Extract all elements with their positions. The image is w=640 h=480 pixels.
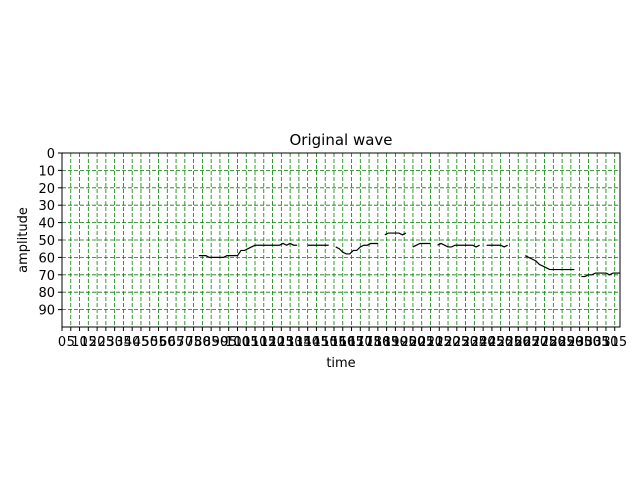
x-tick-label: 145 bbox=[304, 335, 329, 350]
x-tick-label: 190 bbox=[383, 335, 408, 350]
y-tick-label: 80 bbox=[38, 286, 55, 301]
x-tick-label: 245 bbox=[479, 335, 504, 350]
x-tick-label: 105 bbox=[234, 335, 259, 350]
x-tick-label: 205 bbox=[409, 335, 434, 350]
x-tick-label: 240 bbox=[471, 335, 496, 350]
x-tick-label: 180 bbox=[365, 335, 390, 350]
x-tick-label: 315 bbox=[602, 335, 627, 350]
x-tick-label: 280 bbox=[541, 335, 566, 350]
x-tick-label: 285 bbox=[550, 335, 575, 350]
x-tick-label: 60 bbox=[159, 335, 176, 350]
y-tick-label: 50 bbox=[38, 234, 55, 249]
x-tick-label: 55 bbox=[150, 335, 167, 350]
x-tick-label: 270 bbox=[523, 335, 548, 350]
x-tick-label: 90 bbox=[212, 335, 229, 350]
x-tick-label: 220 bbox=[436, 335, 461, 350]
x-tick-label: 140 bbox=[295, 335, 320, 350]
x-tick-label: 275 bbox=[532, 335, 557, 350]
x-tick-label: 125 bbox=[269, 335, 294, 350]
y-tick-label: 0 bbox=[47, 147, 55, 162]
x-tick-label: 20 bbox=[89, 335, 106, 350]
x-tick-label: 120 bbox=[260, 335, 285, 350]
x-tick-label: 75 bbox=[185, 335, 202, 350]
x-tick-label: 260 bbox=[506, 335, 531, 350]
x-axis-label: time bbox=[326, 356, 355, 371]
x-tick-label: 15 bbox=[80, 335, 97, 350]
y-tick-label: 60 bbox=[38, 251, 55, 266]
x-tick-label: 0 bbox=[58, 335, 66, 350]
x-tick-label: 160 bbox=[330, 335, 355, 350]
x-tick-label: 170 bbox=[348, 335, 373, 350]
y-tick-label: 40 bbox=[38, 217, 55, 232]
x-tick-label: 5 bbox=[67, 335, 75, 350]
x-tick-label: 295 bbox=[567, 335, 592, 350]
x-tick-label: 40 bbox=[124, 335, 141, 350]
x-tick-label: 225 bbox=[444, 335, 469, 350]
x-tick-label: 230 bbox=[453, 335, 478, 350]
x-tick-label: 135 bbox=[286, 335, 311, 350]
chart-title: Original wave bbox=[289, 131, 392, 149]
x-tick-label: 25 bbox=[98, 335, 115, 350]
x-tick-label: 305 bbox=[585, 335, 610, 350]
x-tick-label: 130 bbox=[278, 335, 303, 350]
x-tick-label: 65 bbox=[168, 335, 185, 350]
x-tick-label: 30 bbox=[106, 335, 123, 350]
x-tick-label: 290 bbox=[558, 335, 583, 350]
x-tick-label: 210 bbox=[418, 335, 443, 350]
x-tick-label: 150 bbox=[313, 335, 338, 350]
x-tick-label: 250 bbox=[488, 335, 513, 350]
x-tick-label: 35 bbox=[115, 335, 132, 350]
x-tick-label: 235 bbox=[462, 335, 487, 350]
plot-frame bbox=[61, 152, 621, 328]
x-tick-label: 165 bbox=[339, 335, 364, 350]
x-tick-label: 155 bbox=[322, 335, 347, 350]
x-tick-label: 95 bbox=[220, 335, 237, 350]
y-axis-label: amplitude bbox=[16, 207, 31, 273]
y-tick-label: 10 bbox=[38, 164, 55, 179]
x-tick-label: 45 bbox=[133, 335, 150, 350]
x-tick-label: 185 bbox=[374, 335, 399, 350]
line bbox=[198, 232, 620, 278]
x-tick-label: 215 bbox=[427, 335, 452, 350]
x-tick-label: 115 bbox=[251, 335, 276, 350]
x-tick-label: 85 bbox=[203, 335, 220, 350]
x-tick-label: 195 bbox=[392, 335, 417, 350]
x-tick-label: 200 bbox=[401, 335, 426, 350]
x-tick-label: 80 bbox=[194, 335, 211, 350]
y-tick-label: 70 bbox=[38, 269, 55, 284]
x-tick-label: 255 bbox=[497, 335, 522, 350]
x-tick-label: 310 bbox=[594, 335, 619, 350]
y-tick-label: 20 bbox=[38, 182, 55, 197]
x-tick-label: 70 bbox=[177, 335, 194, 350]
x-tick-label: 110 bbox=[243, 335, 268, 350]
x-tick-label: 265 bbox=[515, 335, 540, 350]
x-tick-label: 10 bbox=[71, 335, 88, 350]
y-tick-label: 90 bbox=[38, 304, 55, 319]
x-tick-label: 175 bbox=[357, 335, 382, 350]
x-tick-label: 50 bbox=[141, 335, 158, 350]
x-tick-label: 300 bbox=[576, 335, 601, 350]
x-tick-label: 100 bbox=[225, 335, 250, 350]
y-tick-label: 30 bbox=[38, 199, 55, 214]
